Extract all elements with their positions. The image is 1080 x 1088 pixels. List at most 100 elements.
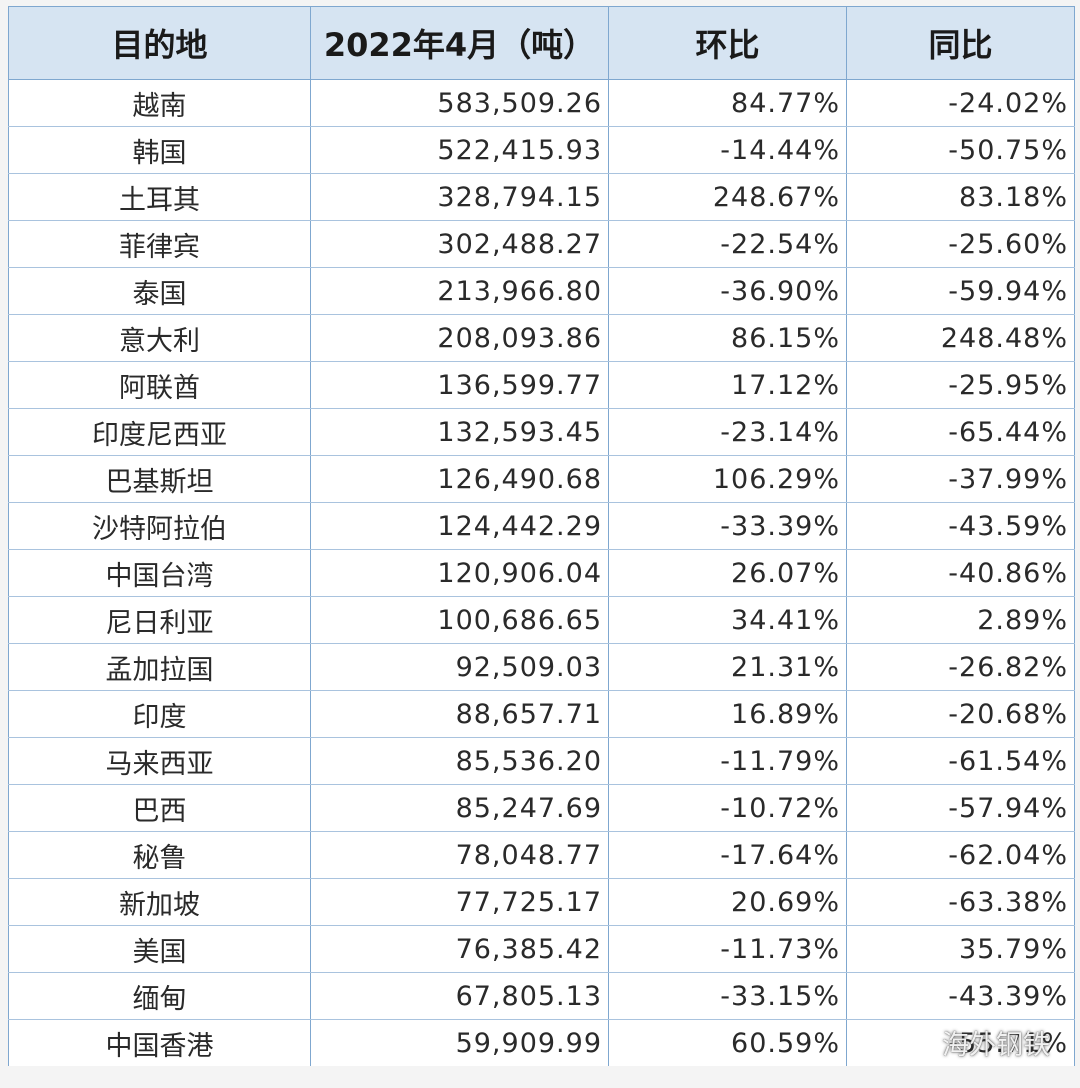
- cell-yoy: -63.38%: [846, 878, 1075, 926]
- cell-volume: 88,657.71: [310, 690, 609, 738]
- cell-volume: 120,906.04: [310, 549, 609, 597]
- table-row: 中国台湾 120,906.04 26.07% -40.86%: [8, 549, 1075, 597]
- table-row: 巴西 85,247.69 -10.72% -57.94%: [8, 784, 1075, 832]
- table-header: 目的地 2022年4月（吨） 环比 同比: [8, 6, 1075, 80]
- cell-destination: 阿联酋: [8, 361, 311, 409]
- table-row: 印度 88,657.71 16.89% -20.68%: [8, 690, 1075, 738]
- table-row: 韩国 522,415.93 -14.44% -50.75%: [8, 126, 1075, 174]
- cell-volume: 302,488.27: [310, 220, 609, 268]
- cell-destination: 泰国: [8, 267, 311, 315]
- cell-volume: 76,385.42: [310, 925, 609, 973]
- cell-yoy: -26.82%: [846, 643, 1075, 691]
- cell-mom: 26.07%: [608, 549, 847, 597]
- cell-volume: 59,909.99: [310, 1019, 609, 1066]
- cell-yoy: 2.89%: [846, 596, 1075, 644]
- cell-mom: -36.90%: [608, 267, 847, 315]
- cell-volume: 136,599.77: [310, 361, 609, 409]
- table-row: 阿联酋 136,599.77 17.12% -25.95%: [8, 361, 1075, 409]
- cell-volume: 213,966.80: [310, 267, 609, 315]
- table-row: 印度尼西亚 132,593.45 -23.14% -65.44%: [8, 408, 1075, 456]
- cell-destination: 美国: [8, 925, 311, 973]
- cell-yoy: -55.71%: [846, 1019, 1075, 1066]
- cell-yoy: -59.94%: [846, 267, 1075, 315]
- cell-volume: 85,247.69: [310, 784, 609, 832]
- cell-destination: 韩国: [8, 126, 311, 174]
- cell-destination: 菲律宾: [8, 220, 311, 268]
- header-row: 目的地 2022年4月（吨） 环比 同比: [8, 6, 1075, 80]
- cell-destination: 土耳其: [8, 173, 311, 221]
- cell-mom: -22.54%: [608, 220, 847, 268]
- table-row: 菲律宾 302,488.27 -22.54% -25.60%: [8, 220, 1075, 268]
- cell-yoy: -43.59%: [846, 502, 1075, 550]
- cell-volume: 132,593.45: [310, 408, 609, 456]
- cell-yoy: -25.95%: [846, 361, 1075, 409]
- table-row: 美国 76,385.42 -11.73% 35.79%: [8, 925, 1075, 973]
- header-yoy: 同比: [846, 6, 1075, 80]
- cell-volume: 100,686.65: [310, 596, 609, 644]
- cell-destination: 沙特阿拉伯: [8, 502, 311, 550]
- table-row: 巴基斯坦 126,490.68 106.29% -37.99%: [8, 455, 1075, 503]
- cell-volume: 77,725.17: [310, 878, 609, 926]
- cell-volume: 208,093.86: [310, 314, 609, 362]
- cell-mom: -11.79%: [608, 737, 847, 785]
- cell-destination: 尼日利亚: [8, 596, 311, 644]
- header-destination: 目的地: [8, 6, 311, 80]
- cell-mom: -33.39%: [608, 502, 847, 550]
- table-row: 意大利 208,093.86 86.15% 248.48%: [8, 314, 1075, 362]
- cell-destination: 缅甸: [8, 972, 311, 1020]
- cell-volume: 67,805.13: [310, 972, 609, 1020]
- cell-mom: 86.15%: [608, 314, 847, 362]
- cell-mom: 60.59%: [608, 1019, 847, 1066]
- cell-destination: 意大利: [8, 314, 311, 362]
- cell-volume: 583,509.26: [310, 79, 609, 127]
- cell-mom: 21.31%: [608, 643, 847, 691]
- cell-yoy: -40.86%: [846, 549, 1075, 597]
- cell-destination: 马来西亚: [8, 737, 311, 785]
- header-mom: 环比: [608, 6, 847, 80]
- header-volume: 2022年4月（吨）: [310, 6, 609, 80]
- cell-mom: -33.15%: [608, 972, 847, 1020]
- cell-mom: 17.12%: [608, 361, 847, 409]
- cell-destination: 秘鲁: [8, 831, 311, 879]
- cell-yoy: 83.18%: [846, 173, 1075, 221]
- table-row: 马来西亚 85,536.20 -11.79% -61.54%: [8, 737, 1075, 785]
- table-row: 土耳其 328,794.15 248.67% 83.18%: [8, 173, 1075, 221]
- table-row: 尼日利亚 100,686.65 34.41% 2.89%: [8, 596, 1075, 644]
- cell-yoy: -65.44%: [846, 408, 1075, 456]
- cell-destination: 印度尼西亚: [8, 408, 311, 456]
- cell-mom: 20.69%: [608, 878, 847, 926]
- table-row: 秘鲁 78,048.77 -17.64% -62.04%: [8, 831, 1075, 879]
- cell-volume: 85,536.20: [310, 737, 609, 785]
- cell-yoy: -57.94%: [846, 784, 1075, 832]
- cell-yoy: 248.48%: [846, 314, 1075, 362]
- table-row: 缅甸 67,805.13 -33.15% -43.39%: [8, 972, 1075, 1020]
- cell-volume: 124,442.29: [310, 502, 609, 550]
- cell-mom: 248.67%: [608, 173, 847, 221]
- cell-mom: -23.14%: [608, 408, 847, 456]
- cell-volume: 92,509.03: [310, 643, 609, 691]
- cell-volume: 328,794.15: [310, 173, 609, 221]
- table-row: 中国香港 59,909.99 60.59% -55.71%: [8, 1019, 1075, 1066]
- cell-yoy: -62.04%: [846, 831, 1075, 879]
- cell-yoy: -24.02%: [846, 79, 1075, 127]
- cell-yoy: -50.75%: [846, 126, 1075, 174]
- table-body: 越南 583,509.26 84.77% -24.02% 韩国 522,415.93 -14…: [8, 79, 1075, 1066]
- cell-destination: 巴基斯坦: [8, 455, 311, 503]
- cell-volume: 522,415.93: [310, 126, 609, 174]
- cell-mom: -17.64%: [608, 831, 847, 879]
- cell-mom: -11.73%: [608, 925, 847, 973]
- cell-mom: 16.89%: [608, 690, 847, 738]
- table-row: 沙特阿拉伯 124,442.29 -33.39% -43.59%: [8, 502, 1075, 550]
- cell-yoy: -20.68%: [846, 690, 1075, 738]
- table-row: 新加坡 77,725.17 20.69% -63.38%: [8, 878, 1075, 926]
- table-row: 越南 583,509.26 84.77% -24.02%: [8, 79, 1075, 127]
- export-destination-table: 目的地 2022年4月（吨） 环比 同比 越南 583,509.26 84.77% -…: [8, 6, 1075, 1066]
- cell-destination: 孟加拉国: [8, 643, 311, 691]
- cell-destination: 中国台湾: [8, 549, 311, 597]
- cell-mom: 84.77%: [608, 79, 847, 127]
- cell-destination: 越南: [8, 79, 311, 127]
- cell-yoy: -43.39%: [846, 972, 1075, 1020]
- cell-mom: -10.72%: [608, 784, 847, 832]
- cell-destination: 中国香港: [8, 1019, 311, 1066]
- table-row: 孟加拉国 92,509.03 21.31% -26.82%: [8, 643, 1075, 691]
